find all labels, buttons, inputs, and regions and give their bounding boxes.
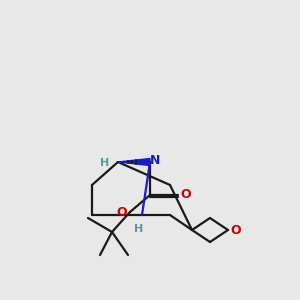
- Text: H: H: [134, 224, 144, 234]
- Text: O: O: [117, 206, 127, 218]
- Text: H: H: [100, 158, 109, 168]
- Polygon shape: [118, 158, 150, 166]
- Text: N: N: [150, 154, 160, 167]
- Text: O: O: [231, 224, 241, 236]
- Text: O: O: [181, 188, 191, 202]
